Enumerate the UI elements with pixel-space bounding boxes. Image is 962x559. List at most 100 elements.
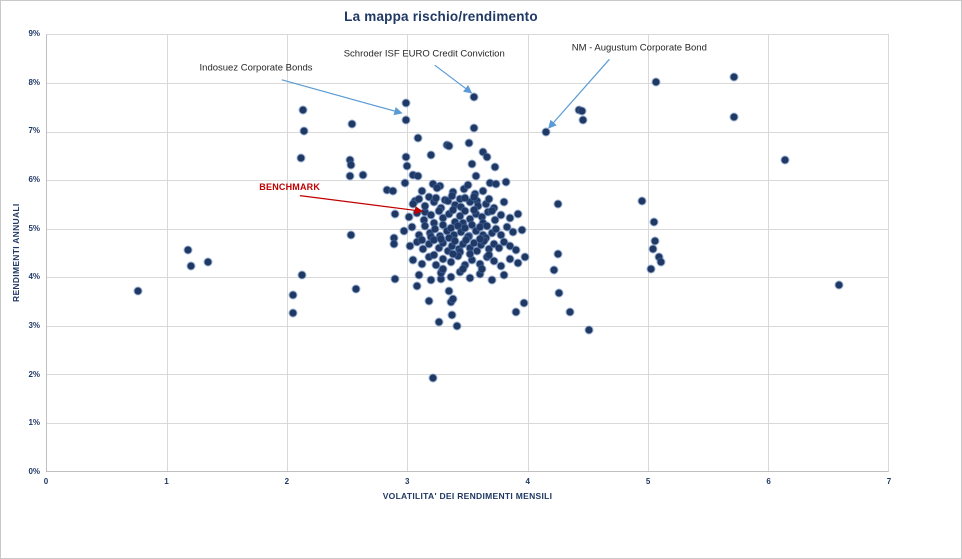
data-point [451,237,459,245]
data-point [346,156,354,164]
data-point [479,187,487,194]
x-tick-label: 5 [645,477,651,486]
data-point [730,73,738,81]
data-point [444,197,452,205]
data-point [402,153,410,161]
data-point [418,187,426,195]
data-point [492,180,500,188]
data-point [554,200,562,208]
y-tick-label: 2% [28,369,40,379]
annotation-label-schroder: Schroder ISF EURO Credit Conviction [343,48,505,60]
data-point [383,186,391,194]
data-point [449,206,457,214]
data-point [468,160,476,168]
data-point [347,161,355,169]
data-point [479,219,487,227]
data-point [427,276,435,284]
data-point [480,237,488,245]
data-point [289,291,297,299]
data-point [432,261,440,269]
data-point [477,241,485,249]
data-point [461,207,469,215]
data-point [430,251,438,259]
data-point [420,216,428,224]
data-point [439,255,447,263]
data-point [514,259,522,267]
data-point [456,212,464,220]
data-point [187,262,195,270]
data-point [550,266,558,274]
data-point [346,172,354,180]
data-point [437,275,445,283]
data-point [445,234,453,242]
data-point [500,198,508,206]
data-point [506,214,514,222]
data-point [430,236,438,244]
data-point [506,242,514,250]
data-point [464,181,471,189]
data-point [450,231,458,239]
gridline-horizontal [47,83,888,85]
gridline-vertical [167,35,169,471]
data-point [468,221,476,229]
data-point [414,172,422,180]
data-point [466,244,474,252]
data-point [495,244,503,252]
data-point [483,222,491,230]
y-tick-label: 9% [28,29,40,38]
data-point [650,218,658,226]
data-point [466,198,474,206]
data-point [449,188,457,196]
data-point [421,202,429,210]
y-tick-label: 0% [28,467,40,476]
x-tick-label: 7 [886,477,892,486]
data-point [429,180,437,188]
data-point [347,231,355,239]
data-point [781,156,789,164]
data-point [134,287,142,295]
y-tick-label: 6% [28,175,40,184]
data-point [454,252,462,260]
data-point [470,193,477,201]
data-point [439,221,447,229]
data-point [298,271,306,279]
data-point [657,258,665,266]
data-point [348,120,356,128]
data-point [470,93,477,101]
data-point [476,223,483,231]
data-point [445,142,453,150]
data-point [413,282,421,290]
annotation-arrow-indosuez [281,79,403,116]
data-point [500,238,508,246]
data-point [468,256,476,264]
data-point [421,222,429,230]
data-point [482,200,490,208]
y-tick-label: 5% [28,223,40,233]
annotation-label-benchmark: BENCHMARK [259,181,321,192]
x-axis-title: VOLATILITA' DEI RENDIMENTI MENSILI [382,491,553,501]
data-point [409,200,417,208]
data-point [554,250,562,258]
data-point [402,99,410,107]
data-point [448,242,456,250]
data-point [461,261,469,269]
data-point [520,299,528,307]
y-axis-title: RENDIMENTI ANNUALI [11,203,21,303]
plot-area: Indosuez Corporate Bonds Schroder ISF EUR… [46,34,889,472]
data-point [514,210,522,218]
data-point [415,195,423,203]
data-point [391,210,399,218]
data-point [204,258,212,266]
data-point [473,247,481,255]
data-point [439,214,447,222]
data-point [418,260,426,268]
data-point [485,195,493,203]
data-point [408,223,416,231]
data-point [488,207,496,215]
data-point [431,225,439,233]
data-point [479,148,487,156]
y-tick-label: 1% [28,418,40,428]
annotation-arrow-schroder [434,64,473,94]
data-point [486,179,494,187]
data-point [421,208,429,216]
